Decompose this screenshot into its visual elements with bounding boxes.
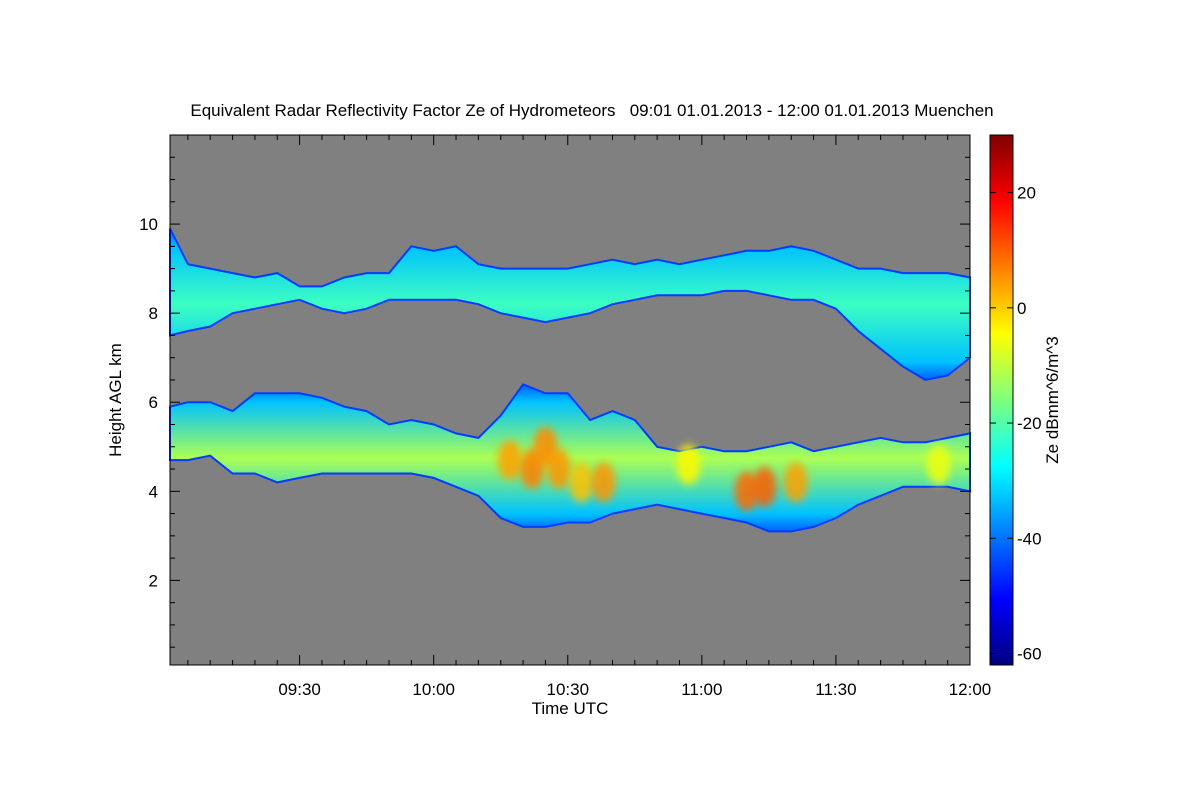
y-axis: 2 4 6 8 10 bbox=[139, 215, 970, 590]
reflectivity-core bbox=[497, 440, 522, 481]
reflectivity-core bbox=[546, 449, 571, 490]
colorbar: 20 0 -20 -40 -60 Ze dBmm^6/m^3 bbox=[989, 134, 1062, 666]
x-tick-label: 11:00 bbox=[681, 680, 722, 699]
reflectivity-core bbox=[783, 462, 808, 503]
colorbar-gradient bbox=[989, 134, 1014, 666]
colorbar-tick-label: -60 bbox=[1017, 644, 1042, 663]
x-tick-label: 10:30 bbox=[546, 680, 589, 699]
reflectivity-core bbox=[734, 471, 759, 512]
minor-ticks bbox=[170, 135, 970, 665]
colorbar-tick-label: -40 bbox=[1017, 529, 1042, 548]
colorbar-tick-label: 20 bbox=[1017, 184, 1036, 203]
y-tick-label: 6 bbox=[149, 393, 158, 412]
colorbar-tick-label: 0 bbox=[1017, 299, 1026, 318]
reflectivity-core bbox=[591, 462, 616, 503]
reflectivity-core bbox=[926, 444, 951, 485]
x-tick-label: 10:00 bbox=[412, 680, 455, 699]
colorbar-label: Ze dBmm^6/m^3 bbox=[1043, 336, 1062, 463]
chart-title: Equivalent Radar Reflectivity Factor Ze … bbox=[190, 101, 993, 120]
x-axis: 09:30 10:00 10:30 11:00 11:30 12:00 bbox=[278, 135, 991, 699]
y-axis-label: Height AGL km bbox=[106, 343, 125, 457]
y-tick-label: 2 bbox=[149, 571, 158, 590]
y-tick-label: 8 bbox=[149, 304, 158, 323]
x-tick-label: 12:00 bbox=[949, 680, 992, 699]
y-tick-label: 10 bbox=[139, 215, 158, 234]
x-tick-label: 09:30 bbox=[278, 680, 321, 699]
x-axis-label: Time UTC bbox=[532, 699, 609, 718]
x-tick-label: 11:30 bbox=[815, 680, 856, 699]
colorbar-ticks: 20 0 -20 -40 -60 bbox=[990, 184, 1042, 663]
plot-frame bbox=[169, 134, 971, 666]
reflectivity-core bbox=[676, 444, 701, 485]
plot-area: 09:30 10:00 10:30 11:00 11:30 12:00 2 4 6 8 10 bbox=[139, 134, 991, 699]
reflectivity-core bbox=[752, 466, 777, 507]
reflectivity-cores bbox=[497, 426, 951, 512]
y-tick-label: 4 bbox=[149, 482, 158, 501]
colorbar-tick-label: -20 bbox=[1017, 414, 1042, 433]
reflectivity-core bbox=[569, 462, 594, 503]
